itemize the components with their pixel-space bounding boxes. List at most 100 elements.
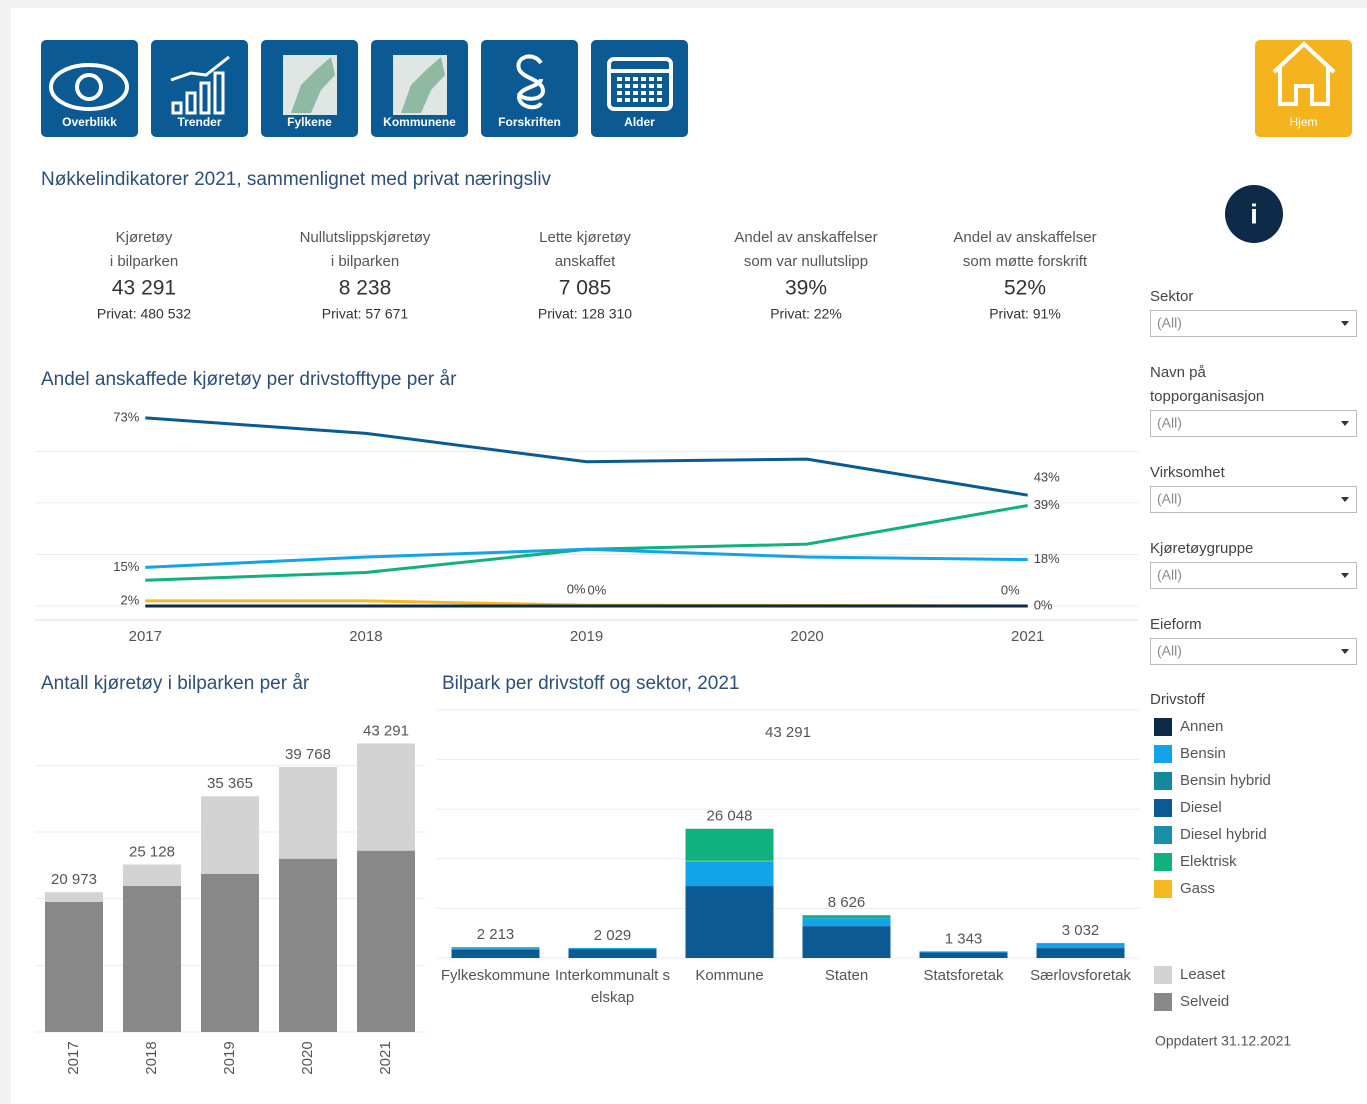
bar-segment	[279, 859, 337, 1032]
bar-segment	[201, 796, 259, 874]
total-label: 20 973	[51, 871, 97, 888]
bar-segment	[1037, 948, 1125, 958]
bar-segment	[452, 950, 540, 958]
frame-top	[0, 0, 1367, 8]
section-title: Antall kjøretøy i bilparken per år	[41, 673, 310, 694]
nav-button-label: Forskriften	[498, 115, 561, 129]
kpi-private: Privat: 480 532	[97, 306, 191, 322]
bar-segment	[123, 864, 181, 886]
x-tick-label: Interkommunalt selskap	[554, 965, 671, 1009]
filter-dropdown[interactable]: (All)	[1151, 311, 1357, 337]
kpi-label: Andel av anskaffelser	[734, 229, 877, 246]
kpi-label: Lette kjøretøy	[539, 229, 631, 246]
dashboard-canvas: OverblikkTrenderFylkeneKommuneneForskrif…	[0, 0, 1367, 1104]
kpi-label: anskaffet	[555, 253, 616, 270]
bar-segment	[686, 886, 774, 958]
dropdown-value: (All)	[1157, 491, 1182, 507]
line-series	[145, 418, 1027, 495]
kpi-label: Kjøretøy	[116, 229, 173, 246]
icon	[657, 98, 662, 102]
section-title: Bilpark per drivstoff og sektor, 2021	[442, 673, 739, 694]
icon	[649, 91, 654, 95]
legend-label: Diesel	[1180, 799, 1222, 816]
bar-segment	[123, 886, 181, 1032]
x-tick-label: Staten	[788, 965, 905, 987]
kpi-value: 43 291	[112, 277, 176, 300]
legend-swatch	[1154, 993, 1172, 1011]
icon	[625, 98, 630, 102]
total-label: 1 343	[945, 930, 983, 947]
bar-segment	[1037, 943, 1125, 948]
legend-swatch	[1154, 880, 1172, 898]
info-icon: i	[1250, 198, 1258, 229]
bar-segment	[452, 947, 540, 948]
dropdown-value: (All)	[1157, 415, 1182, 431]
bar-segment	[452, 948, 540, 949]
x-tick-label: 2017	[65, 1041, 82, 1074]
kpi-label: som møtte forskrift	[963, 253, 1088, 270]
bar-segment	[803, 915, 891, 918]
icon	[641, 98, 646, 102]
x-tick-label: 2021	[377, 1041, 394, 1074]
icon	[641, 84, 646, 88]
kpi-value: 7 085	[559, 277, 612, 300]
legend-label: Selveid	[1180, 993, 1229, 1010]
x-tick-label: 2018	[143, 1041, 160, 1074]
legend-swatch	[1154, 799, 1172, 817]
icon	[625, 91, 630, 95]
filter-dropdown[interactable]: (All)	[1151, 563, 1357, 589]
data-label: 0%	[588, 582, 607, 597]
bar-segment	[569, 949, 657, 958]
bar-segment	[45, 892, 103, 902]
bar-segment	[686, 829, 774, 861]
bar-segment	[803, 926, 891, 958]
legend-swatch	[1154, 966, 1172, 984]
total-label: 26 048	[707, 808, 753, 825]
x-tick-label: 2018	[349, 628, 382, 645]
x-tick-label: 2020	[790, 628, 823, 645]
data-label: 0%	[1034, 597, 1053, 612]
kpi-private: Privat: 22%	[770, 306, 842, 322]
kpi-label: i bilparken	[331, 253, 399, 270]
x-tick-label: Fylkeskommune	[437, 965, 554, 987]
x-tick-label: 2019	[221, 1041, 238, 1074]
icon	[649, 98, 654, 102]
legend-label: Leaset	[1180, 966, 1226, 983]
icon	[657, 77, 662, 81]
kpi-value: 52%	[1004, 277, 1046, 300]
nav-button-label: Overblikk	[62, 115, 117, 129]
home-button-label: Hjem	[1289, 115, 1317, 129]
x-tick-label: 2020	[299, 1041, 316, 1074]
bar-segment	[357, 851, 415, 1032]
filter-dropdown[interactable]: (All)	[1151, 639, 1357, 665]
annotation: 43 291	[765, 724, 811, 741]
filter-label: Virksomhet	[1150, 464, 1226, 481]
dropdown-value: (All)	[1157, 315, 1182, 331]
data-label: 15%	[113, 559, 139, 574]
icon	[657, 84, 662, 88]
legend-swatch	[1154, 853, 1172, 871]
icon	[657, 91, 662, 95]
icon	[633, 77, 638, 81]
kpi-private: Privat: 91%	[989, 306, 1061, 322]
x-tick-label: 2019	[570, 628, 603, 645]
data-label: 0%	[1001, 582, 1020, 597]
filter-dropdown[interactable]: (All)	[1151, 411, 1357, 437]
info-button[interactable]: i	[1225, 185, 1283, 243]
legend-title: Drivstoff	[1150, 691, 1206, 708]
kpi-private: Privat: 128 310	[538, 306, 632, 322]
x-tick-label: Statsforetak	[905, 965, 1022, 987]
total-label: 8 626	[828, 894, 866, 911]
kpi-private: Privat: 57 671	[322, 306, 409, 322]
bar-segment	[45, 902, 103, 1032]
nav-button-label: Fylkene	[287, 115, 332, 129]
legend-swatch	[1154, 826, 1172, 844]
icon	[641, 77, 646, 81]
filter-dropdown[interactable]: (All)	[1151, 487, 1357, 513]
filter-label: Eieform	[1150, 616, 1202, 633]
filter-label: topporganisasjon	[1150, 388, 1264, 405]
total-label: 39 768	[285, 746, 331, 763]
frame-left	[0, 0, 11, 1104]
icon	[617, 98, 622, 102]
total-label: 2 029	[594, 927, 632, 944]
